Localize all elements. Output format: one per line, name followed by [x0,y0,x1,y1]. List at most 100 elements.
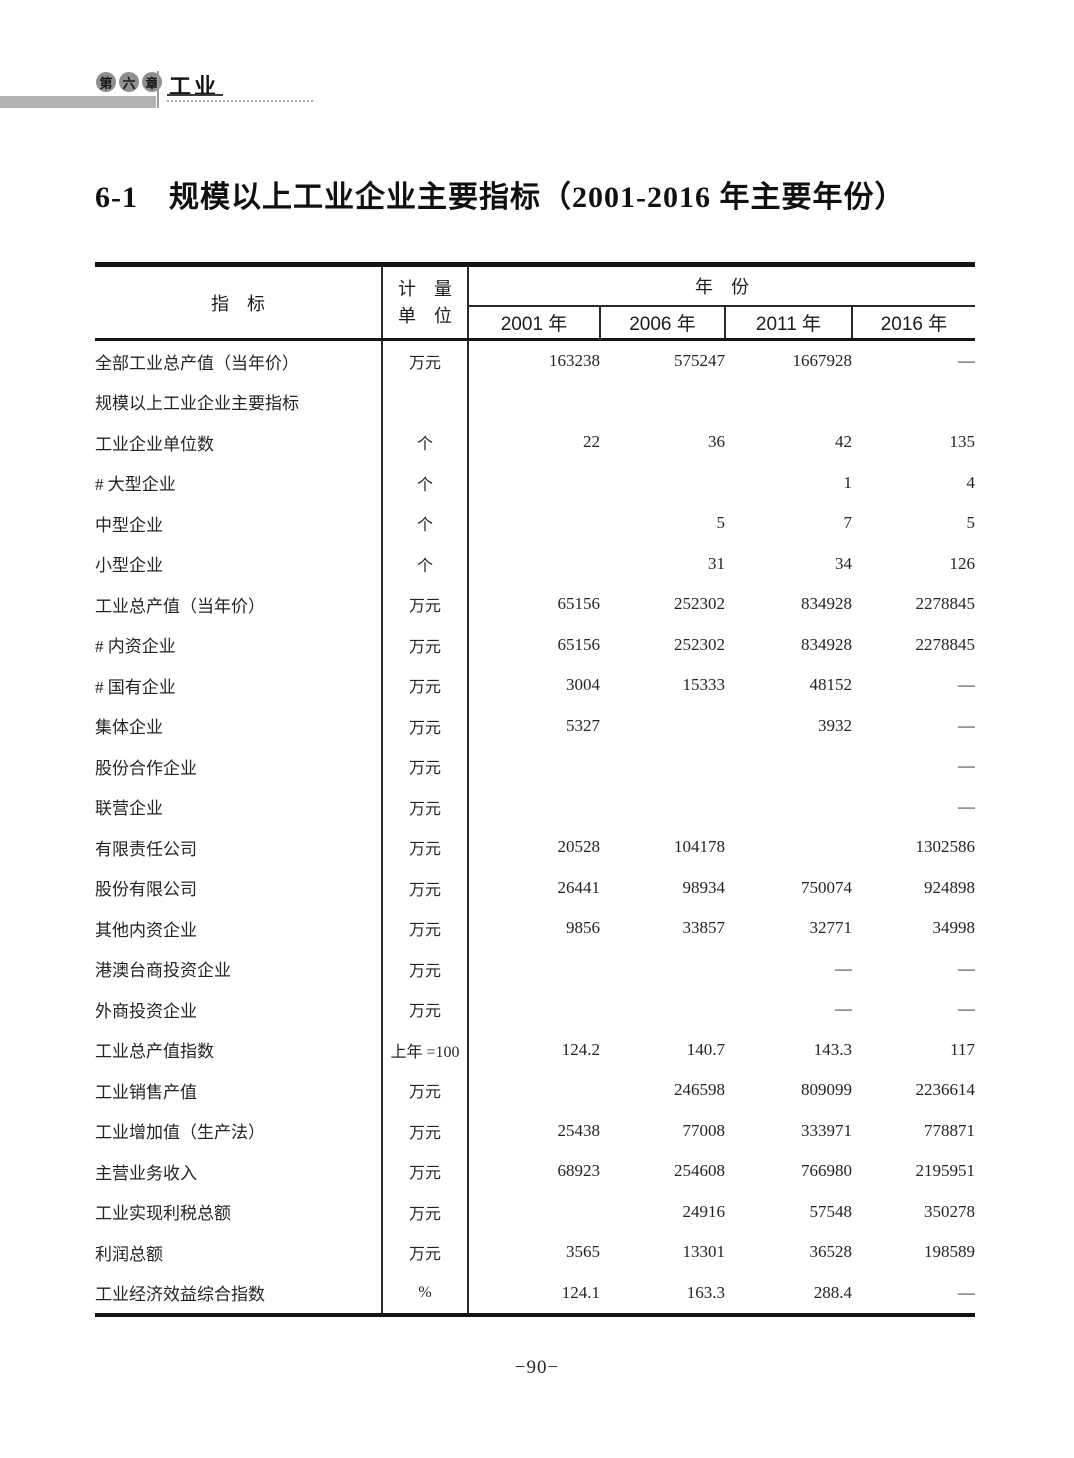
value-cell: 36 [708,432,725,452]
page-number: −90− [514,1357,560,1378]
value-cell: 104178 [674,837,725,857]
year-column-header: 2016 年 [851,306,975,340]
year-group-header: 年 份 [468,264,975,307]
indicator-cell: # 内资企业 [95,624,383,665]
value-cell: 252302 [674,594,725,614]
statistics-table-wrap: 指 标 计 量 单 位 年 份 2001 年 2006 年 2011 年 201… [95,262,975,1317]
value-cell: 1667928 [792,351,853,371]
unit-cell: 万元 [382,1191,469,1232]
chapter-badge-char: 第 [96,72,116,92]
table-row: 主营业务收入 万元 68923 254608 766980 2195951 [95,1151,975,1192]
value-cell: 1 [843,472,853,492]
table-row: 规模以上工业企业主要指标 [95,381,975,422]
unit-cell: 万元 [382,948,469,989]
value-cell: 48152 [809,675,853,695]
indicator-cell: 工业企业单位数 [95,422,383,463]
indicator-cell: 利润总额 [95,1232,383,1273]
value-cell [600,949,725,990]
value-cell: 143.3 [813,1039,852,1059]
indicator-cell: 规模以上工业企业主要指标 [95,381,383,422]
table-row: 集体企业 万元 5327 3932 — [95,705,975,747]
indicator-cell: 中型企业 [95,503,383,544]
indicator-column-header: 指 标 [95,264,383,340]
value-cell [600,787,725,828]
table-row: 港澳台商投资企业 万元 — — [95,948,975,990]
indicator-cell: 工业实现利税总额 [95,1191,383,1232]
table-header: 指 标 计 量 单 位 年 份 2001 年 2006 年 2011 年 201… [95,264,975,340]
unit-cell: 万元 [382,908,469,949]
value-cell: 57548 [809,1201,853,1221]
indicator-cell: 外商投资企业 [95,989,383,1030]
table-row: 中型企业个 5 7 5 [95,503,975,544]
value-cell: 20528 [557,837,601,857]
value-cell: 22 [583,432,600,452]
unit-cell: 万元 [382,989,469,1030]
value-cell [600,989,725,1030]
value-cell: 9856 [566,918,600,938]
value-cell: 26441 [557,877,601,897]
unit-header-line1: 计 量 [398,279,452,300]
value-cell: 766980 [801,1161,852,1181]
value-cell [600,706,725,747]
value-cell: 65156 [557,634,601,654]
table-row: 联营企业 万元 — [95,786,975,828]
value-cell: 7 [843,513,853,533]
chapter-title-dotted-rule [167,100,313,102]
value-cell: 33857 [682,918,726,938]
page-title: 6-1 规模以上工业企业主要指标（2001-2016 年主要年份） [95,181,906,214]
value-cell: 5 [966,513,976,533]
table-row: 股份合作企业 万元 — [95,746,975,787]
chapter-title: 工业 [169,74,220,99]
indicator-cell: # 国有企业 [95,665,383,706]
indicator-cell: 集体企业 [95,705,383,746]
indicator-cell: 工业总产值指数 [95,1029,383,1070]
unit-cell: 万元 [382,665,469,706]
table-row: 工业销售产值 万元 246598 809099 2236614 [95,1070,975,1111]
value-cell [725,827,852,868]
value-cell: — [958,675,975,695]
unit-cell: 个 [382,422,469,463]
indicator-cell: 港澳台商投资企业 [95,948,383,989]
value-cell: 246598 [674,1080,725,1100]
value-cell: 5327 [566,715,600,735]
indicator-cell: # 大型企业 [95,462,383,503]
table-row: 利润总额 万元 3565 13301 36528 198589 [95,1232,975,1273]
chapter-header-gray-bar [0,96,156,108]
value-cell: — [958,958,975,978]
value-cell: 98934 [682,877,726,897]
unit-cell: 万元 [382,1151,469,1192]
value-cell: 32771 [809,918,853,938]
year-column-header: 2011 年 [724,306,852,340]
chapter-badge-char: 章 [142,72,162,92]
table-row: 股份有限公司 万元 26441 98934 750074 924898 [95,867,975,908]
unit-cell: 万元 [382,867,469,908]
value-cell: 163238 [549,351,600,371]
unit-cell: 万元 [382,827,469,868]
table-row: 有限责任公司 万元 20528 104178 1302586 [95,827,975,868]
value-cell [468,503,600,544]
value-cell: 3565 [566,1242,600,1262]
unit-cell: 万元 [382,746,469,787]
unit-cell: 万元 [382,786,469,827]
value-cell: 117 [950,1039,975,1059]
value-cell: 809099 [801,1080,852,1100]
value-cell: 834928 [801,594,852,614]
table-row: # 内资企业 万元 65156 252302 834928 2278845 [95,624,975,665]
value-cell: 68923 [557,1161,601,1181]
value-cell: 34 [835,553,852,573]
unit-cell [382,381,469,422]
value-cell: 924898 [924,877,975,897]
indicator-cell: 工业总产值（当年价） [95,584,383,625]
value-cell [725,746,852,787]
value-cell [468,463,600,504]
value-cell: 124.2 [561,1039,600,1059]
value-cell: 34998 [932,918,976,938]
value-cell: — [835,999,852,1019]
value-cell: — [958,999,975,1019]
table-row: # 大型企业个 1 4 [95,462,975,504]
indicator-cell: 有限责任公司 [95,827,383,868]
indicator-cell: 工业销售产值 [95,1070,383,1111]
value-cell: — [958,715,975,735]
table-row: 工业实现利税总额 万元 24916 57548 350278 [95,1191,975,1232]
table-row: 工业企业单位数个 22 36 42 135 [95,422,975,463]
